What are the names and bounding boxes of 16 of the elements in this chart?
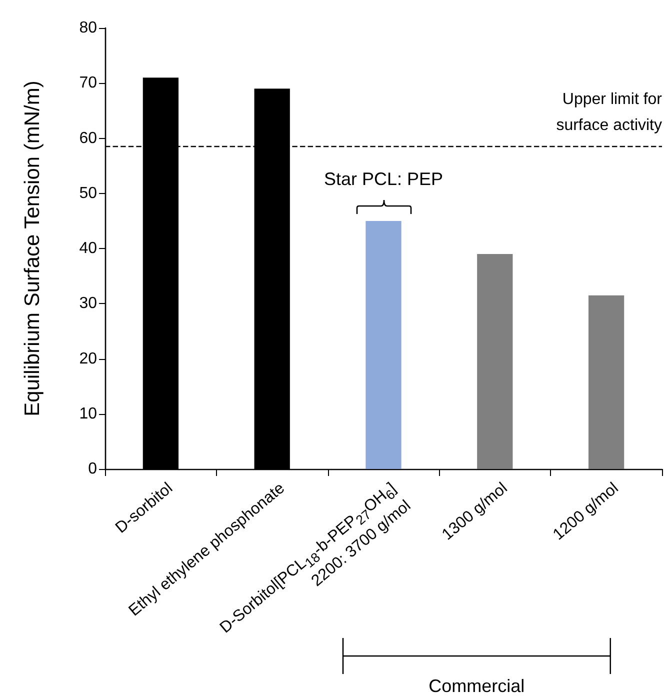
bar [477,254,513,469]
annotation: Star PCL: PEP [322,168,444,190]
y-tick-label: 30 [79,295,98,312]
y-tick-label: 0 [88,460,98,478]
y-tick-label: 70 [79,74,98,92]
y-axis-title: Equilibrium Surface Tension (mN/m) [21,80,44,416]
bar [366,220,402,469]
y-tick-label: 20 [79,350,98,368]
y-tick-label: 10 [79,405,98,422]
ref-line-label: Upper limit for surface activity [556,91,663,134]
y-tick-label: 80 [79,20,98,36]
y-tick-label: 60 [79,130,98,147]
y-tick-label: 40 [79,240,98,257]
text: Commercial [428,676,526,697]
bar [588,295,624,469]
y-tick-label: 50 [79,184,98,202]
